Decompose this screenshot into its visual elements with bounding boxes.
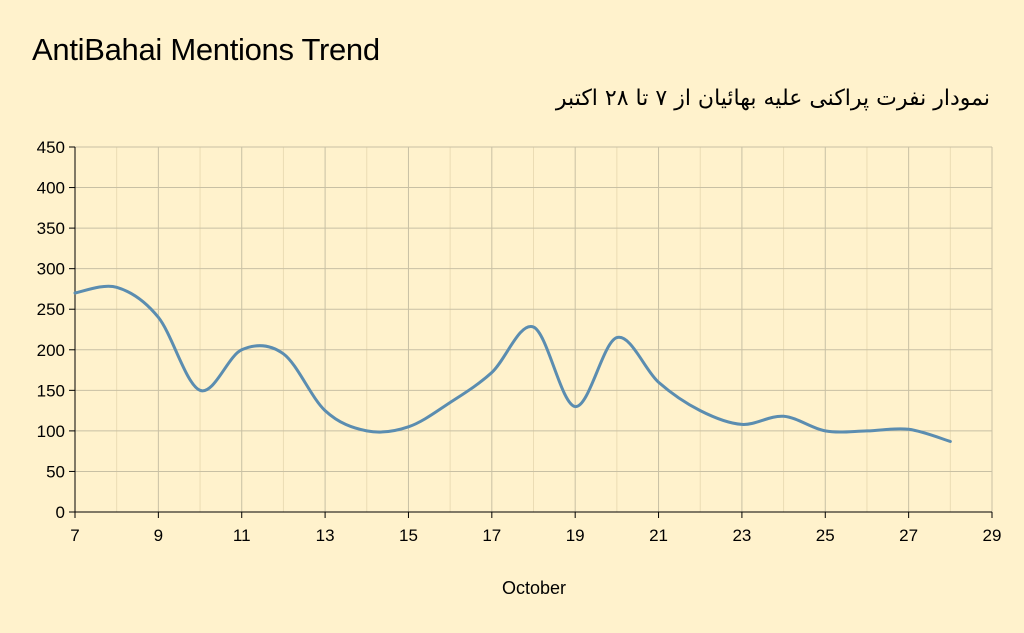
x-tick-label: 29 xyxy=(983,526,1002,545)
x-tick-label: 15 xyxy=(399,526,418,545)
y-tick-label: 400 xyxy=(37,179,65,198)
x-axis-label: October xyxy=(501,578,567,598)
y-tick-label: 200 xyxy=(37,341,65,360)
x-tick-label: 7 xyxy=(70,526,79,545)
y-tick-label: 0 xyxy=(56,503,65,522)
y-tick-label: 450 xyxy=(37,138,65,157)
y-tick-label: 100 xyxy=(37,422,65,441)
tick-labels: 7 9 11 13 15 17 19 21 23 25 27 29 0 50 100 150 200 250 300… xyxy=(37,138,1002,545)
x-tick-label: 9 xyxy=(154,526,163,545)
chart-subtitle: نمودار نفرت پراکنی علیه بهائیان از ۷ تا … xyxy=(555,86,990,111)
chart-title: AntiBahai Mentions Trend xyxy=(32,32,380,67)
y-tick-label: 300 xyxy=(37,260,65,279)
y-tick-label: 150 xyxy=(37,381,65,400)
grid xyxy=(74,146,993,513)
axes xyxy=(69,146,993,518)
x-tick-label: 13 xyxy=(316,526,335,545)
x-tick-label: 19 xyxy=(566,526,585,545)
y-tick-label: 250 xyxy=(37,300,65,319)
x-tick-label: 11 xyxy=(233,526,251,545)
y-tick-label: 350 xyxy=(37,219,65,238)
x-tick-label: 25 xyxy=(816,526,835,545)
series-line xyxy=(73,284,952,443)
x-tick-label: 23 xyxy=(732,526,751,545)
x-tick-label: 27 xyxy=(899,526,918,545)
y-tick-label: 50 xyxy=(46,462,65,481)
x-tick-label: 17 xyxy=(482,526,501,545)
series xyxy=(73,284,952,443)
x-tick-label: 21 xyxy=(649,526,668,545)
